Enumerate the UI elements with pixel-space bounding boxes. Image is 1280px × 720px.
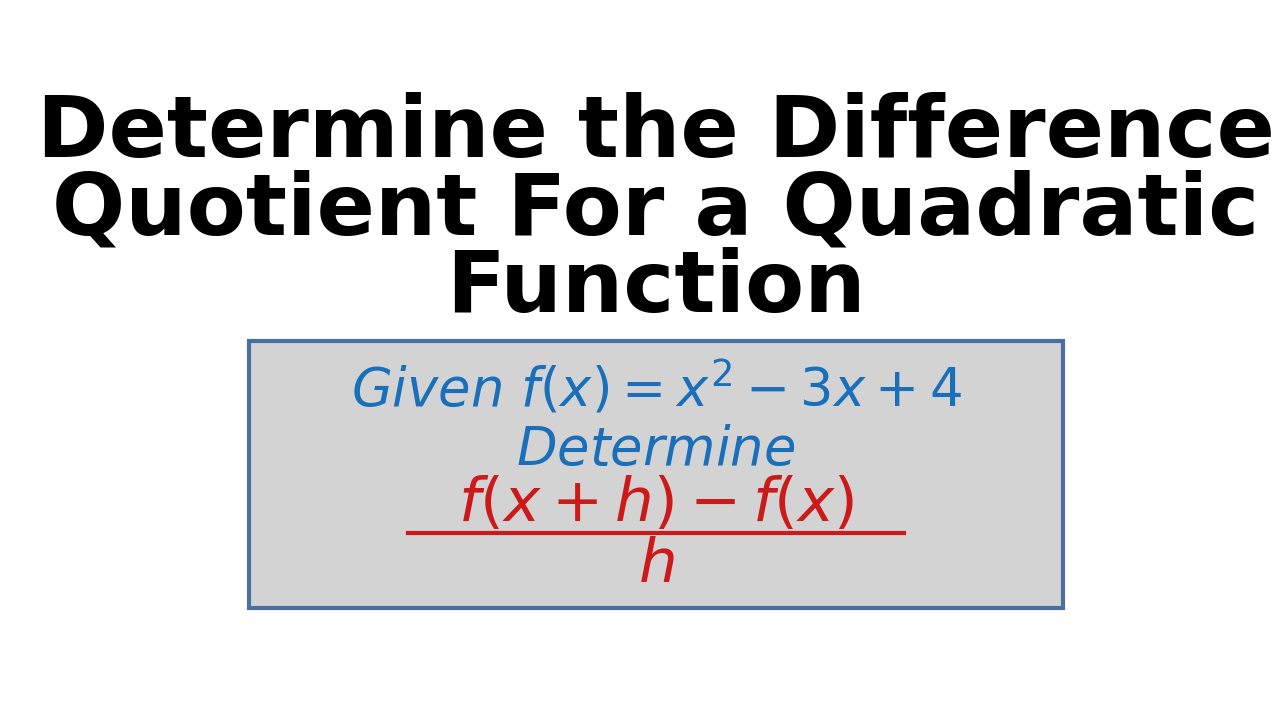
Text: Quotient For a Quadratic: Quotient For a Quadratic (52, 170, 1260, 253)
Text: $\boldsymbol{\mathit{f(x + h) - f(x)}}$: $\boldsymbol{\mathit{f(x + h) - f(x)}}$ (458, 475, 854, 534)
Text: Determine the Difference: Determine the Difference (37, 92, 1275, 175)
Text: $\mathit{Determine}$: $\mathit{Determine}$ (516, 423, 796, 475)
Text: $\boldsymbol{\mathit{h}}$: $\boldsymbol{\mathit{h}}$ (637, 536, 675, 595)
FancyBboxPatch shape (250, 341, 1062, 608)
Text: Function: Function (447, 247, 865, 330)
Text: $\mathit{Given}\ f(x) = x^2 - 3x + 4$: $\mathit{Given}\ f(x) = x^2 - 3x + 4$ (351, 359, 961, 418)
